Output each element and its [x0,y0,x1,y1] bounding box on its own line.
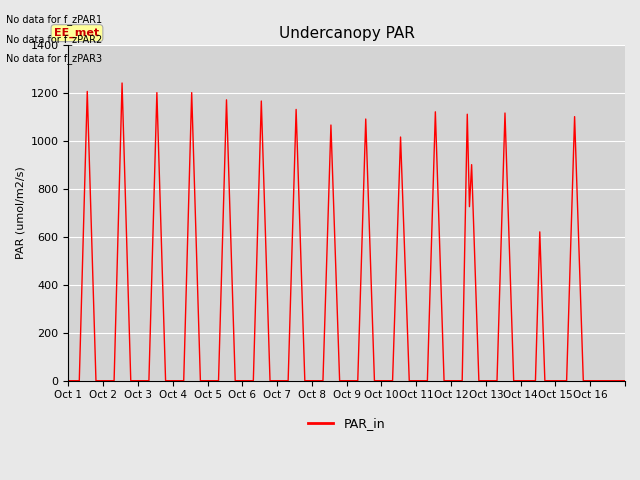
Y-axis label: PAR (umol/m2/s): PAR (umol/m2/s) [15,166,25,259]
Title: Undercanopy PAR: Undercanopy PAR [279,25,415,41]
Legend: PAR_in: PAR_in [303,412,390,435]
Text: No data for f_zPAR2: No data for f_zPAR2 [6,34,102,45]
Text: No data for f_zPAR1: No data for f_zPAR1 [6,14,102,25]
Text: No data for f_zPAR3: No data for f_zPAR3 [6,53,102,64]
Text: EE_met: EE_met [54,28,100,38]
